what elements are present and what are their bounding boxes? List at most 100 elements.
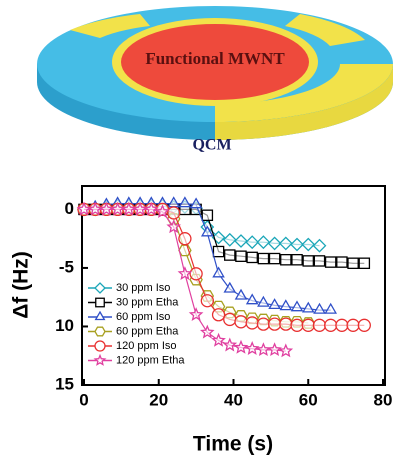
data-point — [199, 324, 215, 339]
legend-label: 30 ppm Iso — [116, 282, 170, 294]
data-point — [313, 255, 326, 267]
chart: Time (s) Δf (Hz) 0 20 40 60 80 0 -5 10 15 30 ppm … — [10, 185, 392, 456]
data-point — [143, 201, 159, 216]
data-point — [189, 197, 203, 209]
data-point — [324, 256, 337, 268]
data-point — [301, 318, 315, 332]
data-point — [224, 249, 236, 261]
x-axis-label: Time (s) — [193, 433, 273, 456]
data-point — [313, 302, 326, 314]
electrode-tab — [215, 64, 393, 122]
data-point — [278, 236, 293, 251]
legend-marker — [93, 353, 107, 366]
data-point — [291, 253, 303, 266]
series-line — [84, 208, 286, 352]
data-point — [257, 295, 270, 307]
data-point — [257, 252, 270, 265]
data-point — [301, 301, 315, 313]
data-point — [245, 293, 259, 305]
data-point — [212, 245, 225, 258]
data-point — [177, 266, 193, 280]
y-tick-label: 15 — [55, 374, 74, 393]
data-point — [346, 318, 360, 332]
data-point — [245, 316, 259, 330]
y-tick-label: 0 — [65, 199, 74, 218]
data-point — [167, 196, 181, 208]
data-point — [312, 238, 327, 253]
data-point — [201, 209, 214, 222]
electrode-tab — [285, 14, 365, 46]
data-point — [336, 256, 348, 268]
data-point — [132, 201, 148, 216]
data-point — [211, 308, 226, 322]
data-point — [188, 307, 204, 321]
y-axis-label: Δf (Hz) — [10, 251, 33, 319]
data-point — [324, 318, 338, 332]
data-point — [358, 257, 371, 270]
data-point — [223, 312, 237, 327]
data-point — [200, 294, 214, 308]
data-point — [357, 318, 371, 332]
y-tick-label: 10 — [55, 316, 74, 335]
data-point — [290, 300, 304, 312]
legend-label: 30 ppm Etha — [116, 296, 179, 308]
data-point — [200, 225, 214, 237]
legend-label: 120 ppm Iso — [116, 340, 177, 352]
data-point — [233, 339, 249, 354]
data-point — [267, 317, 282, 331]
legend-label: 60 ppm Etha — [116, 325, 179, 337]
data-point — [166, 219, 182, 234]
data-point — [178, 196, 192, 208]
data-point — [246, 251, 258, 264]
x-tick-label: 0 — [79, 390, 88, 409]
data-point — [268, 298, 281, 310]
electrode-edge — [215, 64, 393, 140]
data-point — [280, 253, 292, 266]
data-point — [347, 257, 359, 270]
data-point — [256, 235, 271, 250]
data-point — [312, 318, 327, 332]
data-point — [302, 255, 314, 267]
data-point — [245, 235, 260, 250]
qcm-illustration: Functional MWNT QCM — [37, 6, 393, 154]
data-point — [155, 204, 170, 218]
legend-marker — [94, 310, 106, 321]
data-point — [167, 206, 181, 220]
data-point — [222, 232, 237, 247]
base-label: QCM — [192, 137, 231, 154]
data-point — [301, 237, 316, 252]
data-point — [335, 318, 349, 332]
legend-marker — [94, 282, 106, 294]
data-point — [189, 267, 203, 281]
data-point — [267, 342, 282, 357]
data-point — [278, 343, 294, 358]
data-point — [234, 315, 248, 329]
data-point — [324, 302, 338, 314]
data-point — [256, 317, 271, 331]
data-point — [222, 337, 238, 352]
data-point — [211, 332, 226, 347]
mwnt-film — [121, 24, 309, 100]
data-point — [244, 341, 260, 355]
electrode-tab — [70, 14, 150, 38]
data-point — [121, 201, 137, 216]
data-point — [235, 250, 247, 262]
legend-label: 120 ppm Etha — [116, 354, 185, 366]
legend-marker — [94, 326, 106, 337]
x-tick-label: 60 — [299, 390, 318, 409]
x-tick-label: 40 — [224, 390, 243, 409]
data-point — [290, 237, 304, 252]
data-point — [290, 318, 304, 332]
y-tick-label: -5 — [59, 257, 74, 276]
legend-marker — [95, 297, 105, 308]
data-point — [212, 266, 225, 278]
data-point — [223, 281, 237, 293]
data-point — [267, 236, 282, 251]
data-point — [279, 317, 293, 331]
x-tick-label: 20 — [149, 390, 168, 409]
data-point — [234, 234, 248, 248]
data-point — [268, 252, 281, 265]
center-label: Functional MWNT — [145, 49, 285, 68]
data-point — [279, 299, 293, 311]
